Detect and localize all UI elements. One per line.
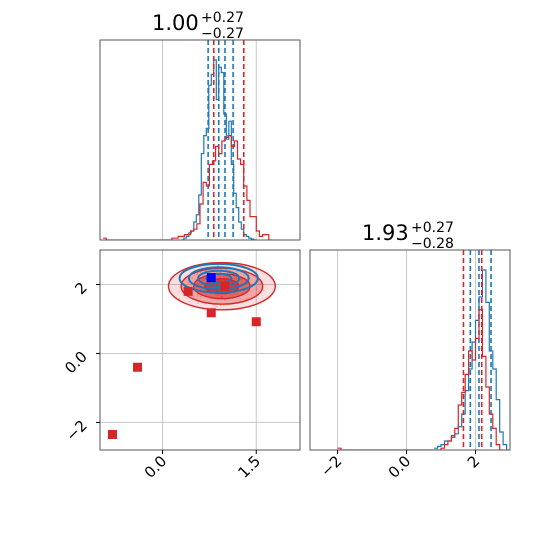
x2-title-plus: +0.27	[411, 220, 454, 236]
contour-level	[187, 266, 250, 291]
panel-frame	[309, 249, 511, 451]
sample-point	[258, 283, 260, 286]
marker-point	[251, 317, 261, 327]
sample-point	[189, 300, 191, 303]
sample-point	[240, 272, 242, 275]
x2-title-value: 1.93	[362, 221, 409, 245]
marker-point	[206, 273, 216, 283]
histogram-step-red	[337, 309, 504, 450]
sample-point	[219, 304, 222, 307]
x1-x2-scatter-panel: 0.0 1.5 −2 0.0 2	[61, 249, 301, 482]
marker-point	[206, 308, 216, 318]
x1-title-plus: +0.27	[201, 10, 244, 26]
marker-point	[220, 281, 230, 291]
sample-point	[216, 264, 219, 267]
sample-point	[200, 295, 202, 298]
y-tick-label: 0.0	[61, 348, 91, 378]
x-tick-label: 0.0	[141, 452, 171, 482]
sample-point	[245, 298, 248, 300]
sample-point	[223, 299, 226, 301]
x-tick-label: 1.5	[234, 452, 264, 482]
x-tick-label: 2	[464, 452, 483, 471]
x2-marginal-panel: −2 0.0 2	[309, 249, 511, 482]
marker-point	[108, 429, 117, 439]
x1-title-value: 1.00	[152, 11, 199, 35]
y-tick-label: −2	[62, 417, 90, 445]
sample-point	[262, 289, 265, 291]
sample-point	[193, 274, 196, 276]
sample-point	[236, 270, 238, 273]
histogram-area	[103, 40, 272, 240]
x1-marginal-title: 1.00 +0.27 −0.27	[152, 10, 244, 42]
x-tick-label: −2	[317, 452, 345, 480]
x2-title-minus: −0.28	[411, 236, 454, 252]
y-tick-label: 2	[71, 279, 90, 298]
x1-marginal-panel	[99, 39, 301, 241]
sample-point	[255, 288, 258, 291]
sample-point	[216, 306, 218, 308]
sample-point	[225, 268, 227, 271]
sample-point	[192, 295, 195, 298]
sample-point	[197, 293, 199, 296]
x-tick-label: 0.0	[385, 452, 415, 482]
sample-point	[199, 271, 202, 273]
x2-marginal-title: 1.93 +0.27 −0.28	[362, 220, 454, 252]
sample-point	[239, 298, 242, 300]
histogram-step-red	[103, 135, 272, 240]
sample-point	[196, 273, 198, 275]
sample-point	[191, 277, 194, 279]
sample-point	[193, 290, 195, 292]
sample-point	[178, 290, 180, 293]
sample-point	[242, 274, 245, 277]
contour-area	[108, 261, 277, 439]
contour-level	[178, 262, 259, 294]
sample-point	[196, 302, 199, 304]
sample-point	[187, 281, 189, 284]
contour-level	[197, 269, 241, 287]
marker-point	[183, 286, 193, 296]
sample-point	[248, 290, 251, 293]
sample-point	[178, 298, 181, 300]
x1-title-minus: −0.27	[201, 26, 244, 42]
marker-point	[133, 362, 142, 372]
panel-frame	[99, 39, 301, 241]
sample-point	[196, 294, 199, 297]
sample-point	[189, 276, 192, 279]
histogram-area	[337, 250, 510, 450]
panel-frame	[99, 249, 301, 451]
contour-level	[205, 272, 233, 284]
